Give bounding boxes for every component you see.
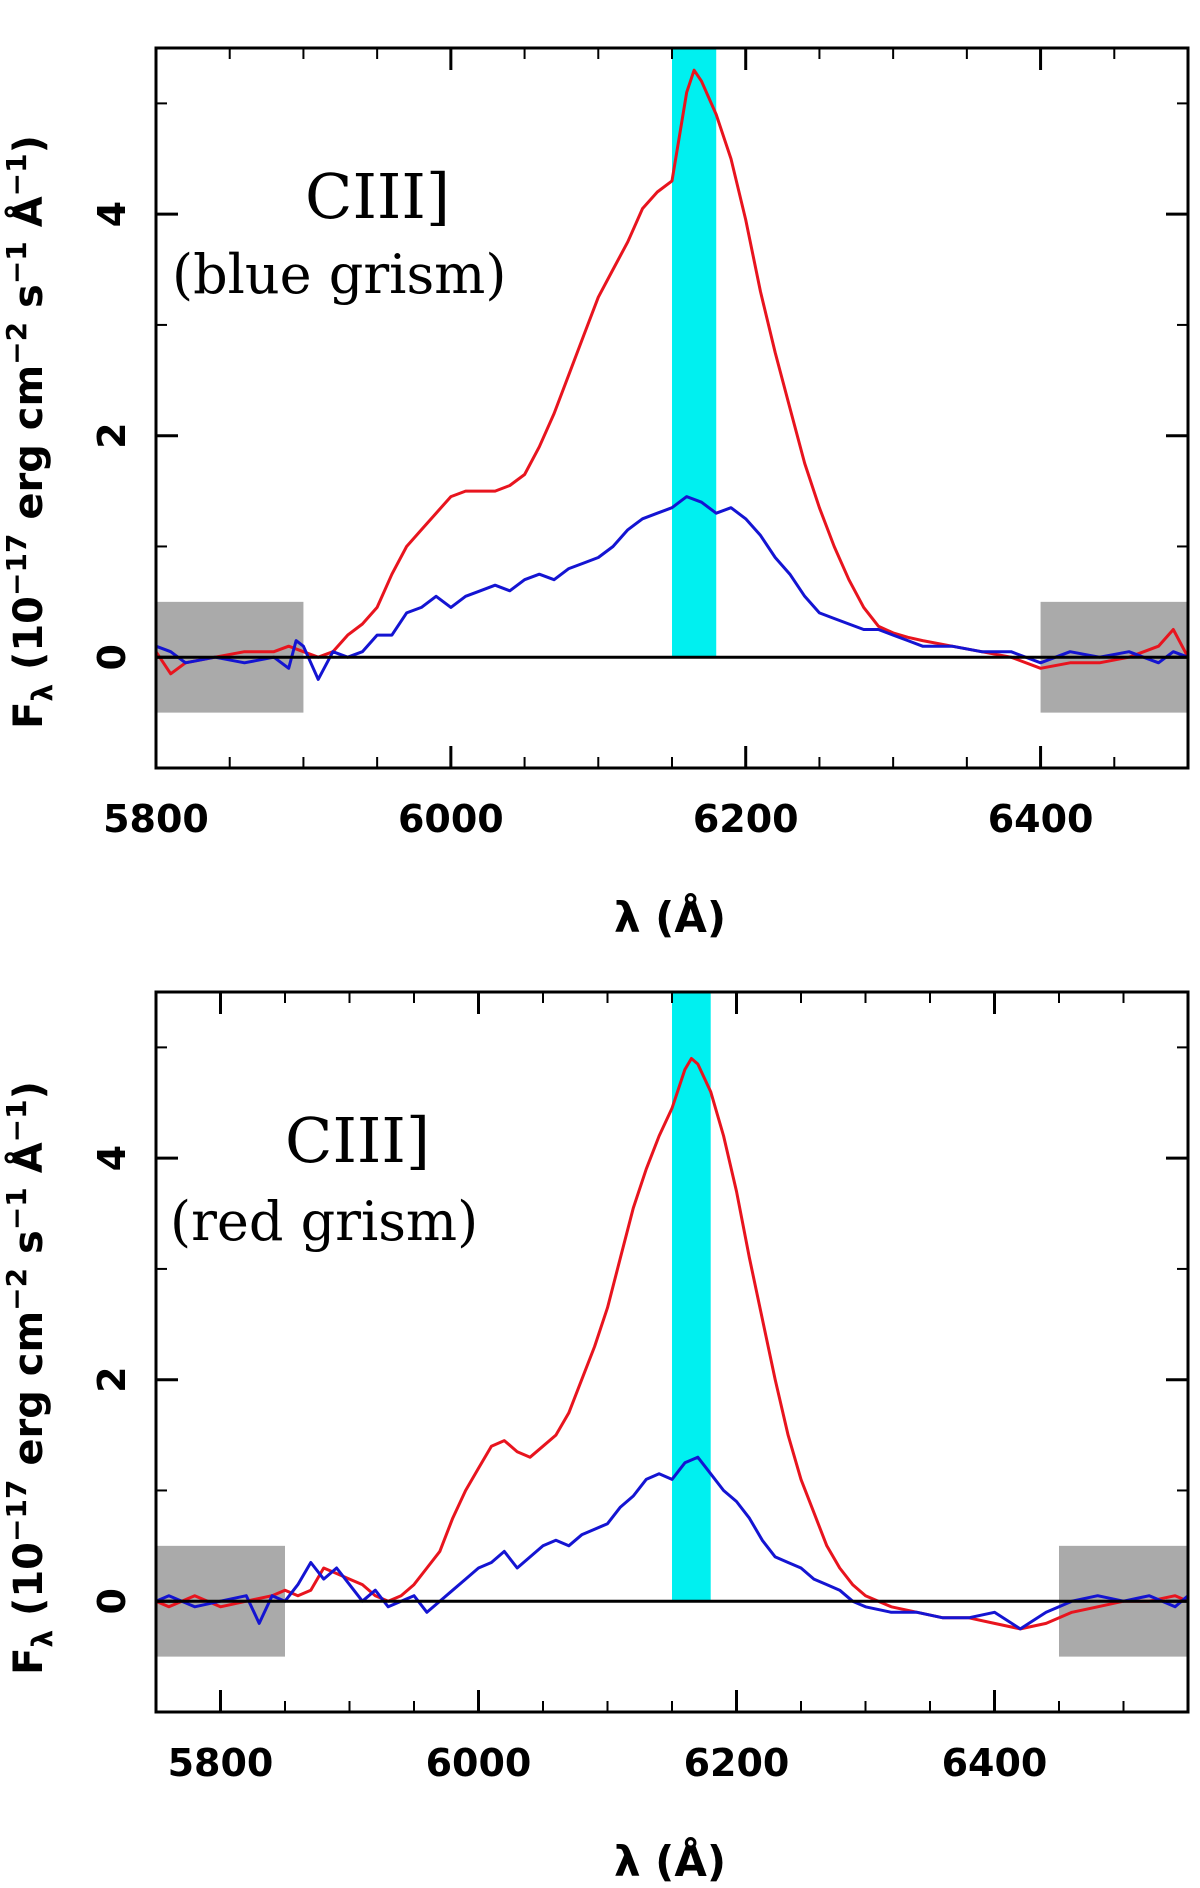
x-tick-label: 5800 [168,1741,274,1785]
y-label-s: s [6,1230,52,1268]
axes-frame: 5800 6000 6200 6400 0 2 4 [90,46,1190,841]
y-label-exp4: −1 [0,1099,33,1142]
y-axis-label: Fλ (10−17 erg cm−2 s−1 Å−1) [0,135,59,729]
line-center-band [672,992,711,1602]
y-label-f: F [6,702,52,729]
chart-panel-blue-grism: 5800 6000 6200 6400 0 2 4 CIII] (blue grism) λ… [0,46,1190,942]
annotation-line-title: CIII] [285,1104,430,1177]
y-label-lambda: λ [26,1630,59,1648]
y-label-erg: erg cm [6,365,52,534]
y-label-exp1: −17 [0,534,33,596]
series-blue [155,1455,1189,1631]
x-tick-label: 6400 [942,1741,1048,1785]
line-center-band [672,48,717,658]
series-blue [155,495,1189,681]
y-label-exp4: −1 [0,153,33,196]
axes-frame: 5800 6000 6200 6400 0 2 4 [90,990,1190,1785]
y-label-lambda: λ [26,684,59,702]
x-axis-label: λ (Å) [614,1836,726,1886]
series-red [154,68,1190,676]
y-tick-label: 4 [90,201,134,227]
y-label-close: ) [6,1081,52,1099]
y-tick-label: 0 [90,1588,134,1614]
spectrum-series [155,1057,1189,1631]
y-tick-label: 2 [90,422,134,448]
x-axis-label: λ (Å) [614,892,726,942]
spectrum-series [154,68,1190,681]
x-tick-label: 6200 [693,797,799,841]
y-label-exp3: −1 [0,241,33,284]
y-label-ang: Å [3,196,52,241]
y-label-erg: erg cm [6,1311,52,1480]
annotation-line-grism: (blue grism) [172,243,506,306]
x-tick-label: 5800 [103,797,209,841]
annotation-line-grism: (red grism) [170,1190,478,1253]
chart-panel-red-grism: 5800 6000 6200 6400 0 2 4 CIII] (red grism) λ … [0,990,1190,1886]
y-label-close: ) [6,135,52,153]
x-tick-label: 6000 [426,1741,532,1785]
y-label-exp2: −2 [0,1268,33,1311]
y-tick-label: 4 [90,1145,134,1171]
y-label-exp3: −1 [0,1187,33,1230]
y-label-open: (10 [6,596,52,684]
y-label-ang: Å [3,1142,52,1187]
y-label-s: s [6,284,52,322]
annotation-line-title: CIII] [305,160,450,233]
y-label-open: (10 [6,1542,52,1630]
x-tick-label: 6200 [684,1741,790,1785]
x-tick-label: 6400 [988,797,1094,841]
y-tick-label: 2 [90,1366,134,1392]
y-label-f: F [6,1648,52,1675]
y-label-exp2: −2 [0,322,33,365]
x-tick-label: 6000 [398,797,504,841]
y-label-exp1: −17 [0,1480,33,1542]
y-tick-label: 0 [90,644,134,670]
y-axis-label: Fλ (10−17 erg cm−2 s−1 Å−1) [0,1081,59,1675]
